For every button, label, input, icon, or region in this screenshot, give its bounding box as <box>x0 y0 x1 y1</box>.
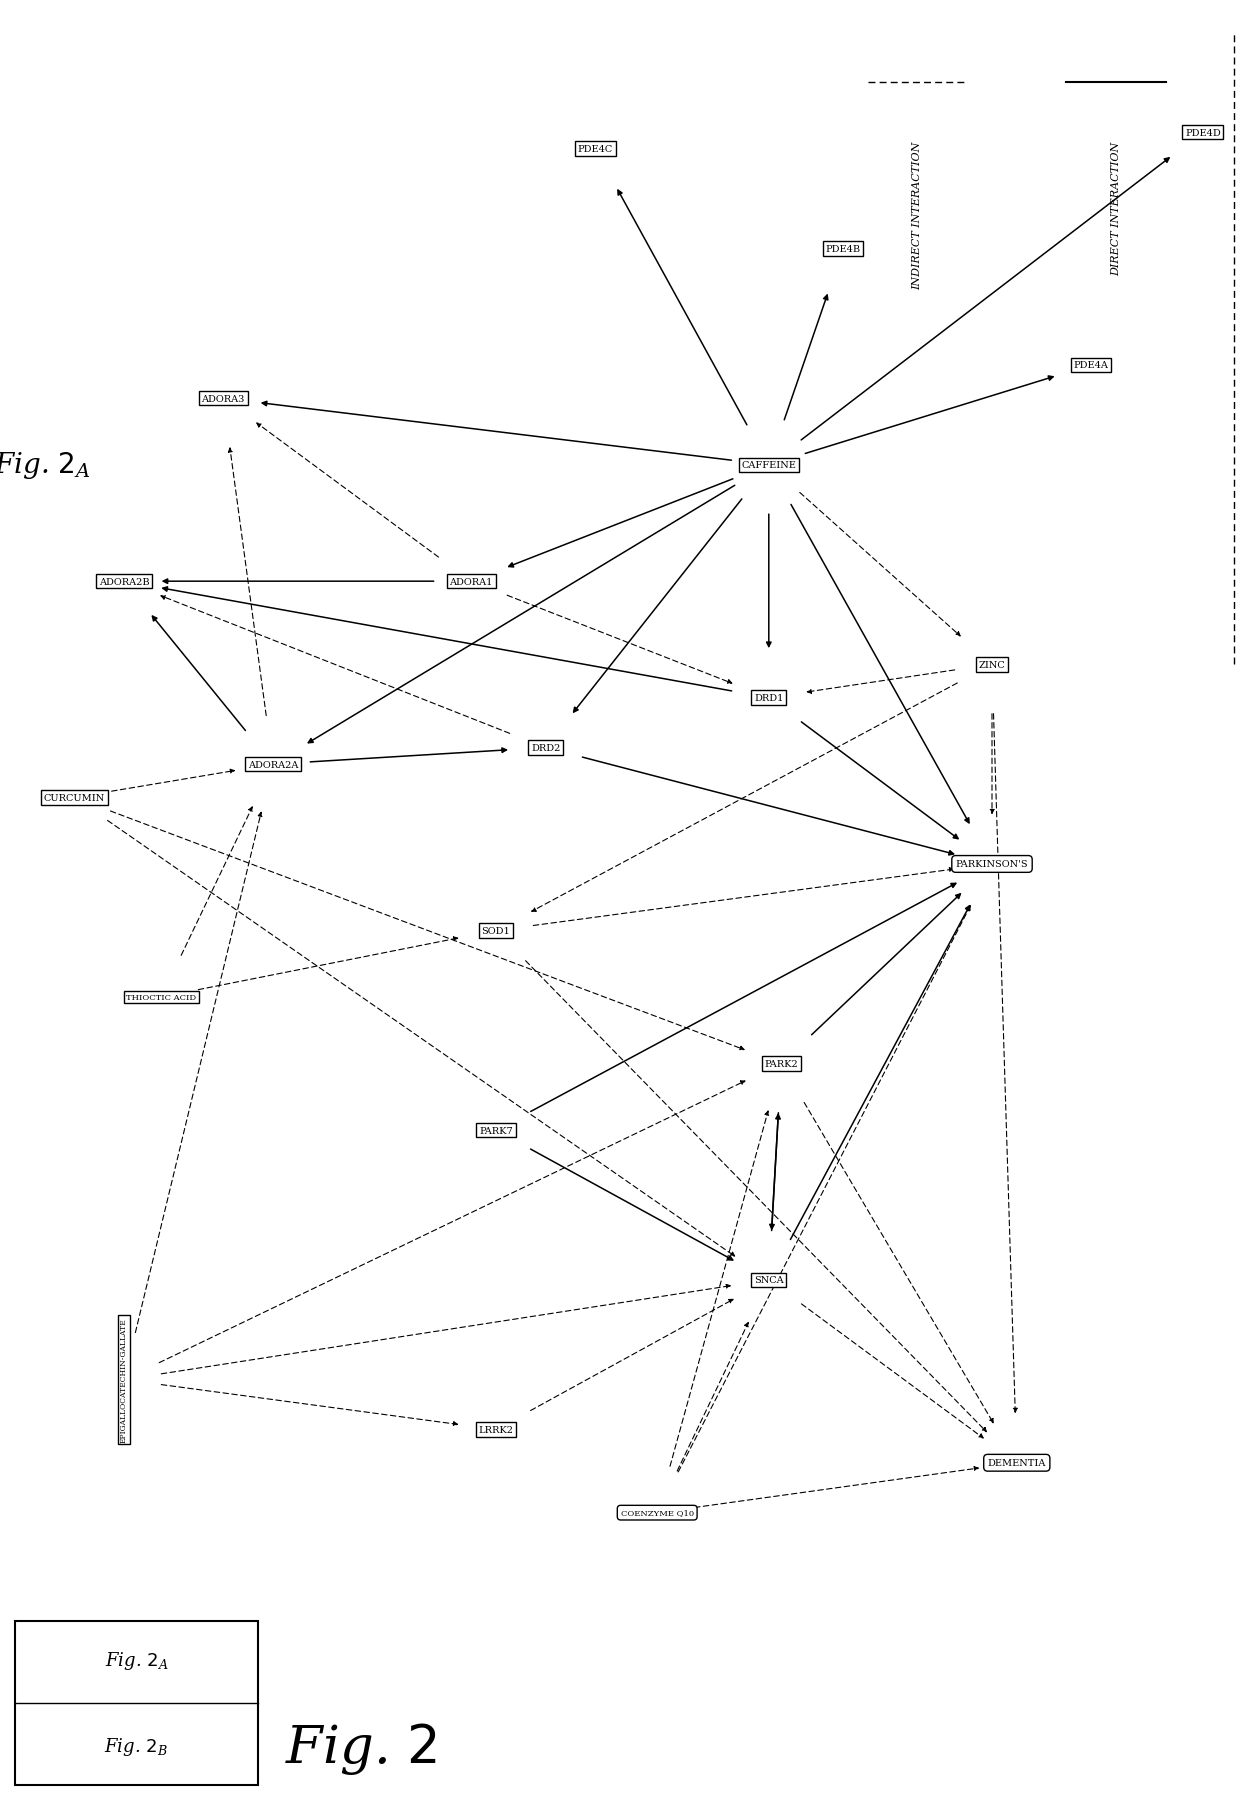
Text: SNCA: SNCA <box>754 1276 784 1285</box>
FancyBboxPatch shape <box>15 1621 258 1785</box>
Text: PDE4C: PDE4C <box>578 145 613 154</box>
Text: ADORA3: ADORA3 <box>202 394 244 403</box>
Text: CURCUMIN: CURCUMIN <box>43 793 105 802</box>
Text: DRD1: DRD1 <box>754 694 784 703</box>
Text: ADORA2A: ADORA2A <box>248 761 298 770</box>
Text: ADORA1: ADORA1 <box>450 578 492 585</box>
Text: EPIGALLOCATECHIN-GALLATE: EPIGALLOCATECHIN-GALLATE <box>120 1317 128 1442</box>
Text: PDE4B: PDE4B <box>826 246 861 253</box>
Text: SOD1: SOD1 <box>481 927 511 936</box>
Text: DIRECT INTERACTION: DIRECT INTERACTION <box>1111 141 1121 275</box>
Text: PDE4A: PDE4A <box>1074 361 1109 370</box>
Text: PARK2: PARK2 <box>764 1059 799 1068</box>
Text: ADORA2B: ADORA2B <box>99 578 149 585</box>
Text: COENZYME Q10: COENZYME Q10 <box>621 1509 693 1516</box>
Text: CAFFEINE: CAFFEINE <box>742 461 796 470</box>
Text: PARKINSON'S: PARKINSON'S <box>956 860 1028 869</box>
Text: DEMENTIA: DEMENTIA <box>987 1458 1047 1467</box>
Text: Fig. $\mathit{2}$: Fig. $\mathit{2}$ <box>285 1720 436 1776</box>
Text: Fig. $2_{\mathregular{B}}$: Fig. $2_{\mathregular{B}}$ <box>104 1735 169 1756</box>
Text: Fig. $2_{\mathregular{A}}$: Fig. $2_{\mathregular{A}}$ <box>0 450 91 481</box>
Text: LRRK2: LRRK2 <box>479 1426 513 1435</box>
Text: INDIRECT INTERACTION: INDIRECT INTERACTION <box>913 141 923 289</box>
Text: PDE4D: PDE4D <box>1185 128 1220 137</box>
Text: Fig. $2_{\mathregular{A}}$: Fig. $2_{\mathregular{A}}$ <box>104 1650 169 1671</box>
Text: THIOCTIC ACID: THIOCTIC ACID <box>126 994 196 1001</box>
Text: DRD2: DRD2 <box>531 744 560 752</box>
Text: PARK7: PARK7 <box>479 1126 513 1135</box>
Text: ZINC: ZINC <box>978 661 1006 669</box>
